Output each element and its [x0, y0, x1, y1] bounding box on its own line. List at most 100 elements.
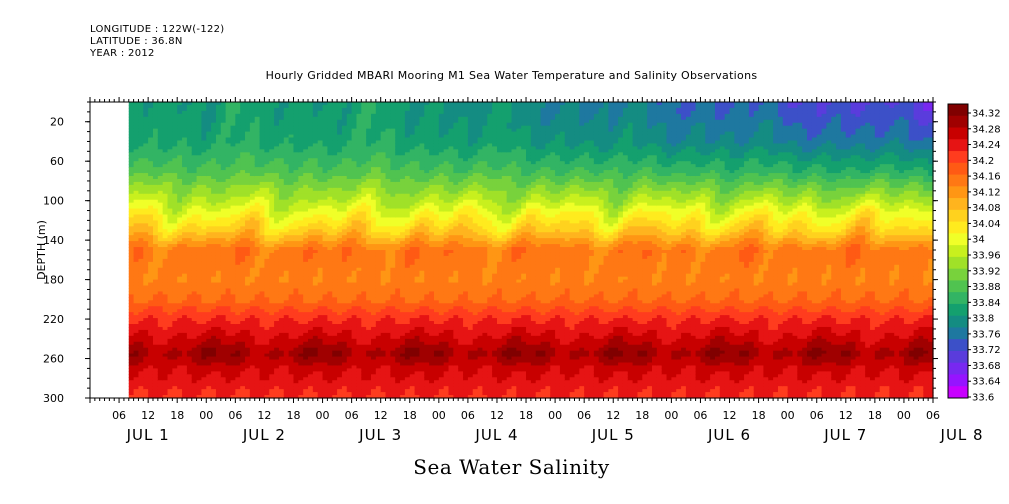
- heatmap-cell: [172, 392, 178, 396]
- heatmap-cell: [152, 113, 159, 118]
- heatmap-cell: [215, 116, 222, 121]
- heatmap-cell: [157, 131, 164, 136]
- heatmap-cell: [220, 282, 227, 287]
- heatmap-cell: [220, 190, 227, 195]
- heatmap-cell: [191, 164, 198, 168]
- heatmap-cell: [172, 190, 178, 195]
- heatmap-cell: [148, 190, 154, 195]
- heatmap-cell: [143, 176, 149, 180]
- heatmap-cell: [220, 338, 227, 343]
- heatmap-cell: [215, 193, 222, 198]
- heatmap-cell: [220, 359, 227, 364]
- heatmap-cell: [162, 389, 169, 393]
- heatmap-cell: [162, 187, 169, 192]
- heatmap-cell: [186, 173, 193, 177]
- heatmap-cell: [167, 181, 173, 186]
- heatmap-cell: [157, 140, 164, 145]
- heatmap-cell: [220, 229, 227, 233]
- heatmap-cell: [211, 137, 217, 142]
- heatmap-cell: [138, 190, 144, 195]
- heatmap-cell: [220, 335, 227, 340]
- heatmap-cell: [211, 250, 217, 254]
- heatmap-cell: [162, 297, 169, 301]
- heatmap-cell: [128, 252, 135, 257]
- heatmap-cell: [201, 335, 207, 340]
- heatmap-cell: [133, 184, 140, 189]
- heatmap-cell: [220, 223, 227, 227]
- heatmap-cell: [206, 178, 212, 183]
- heatmap-cell: [128, 291, 135, 295]
- heatmap-cell: [138, 371, 144, 375]
- heatmap-cell: [128, 386, 135, 390]
- heatmap-cell: [152, 131, 159, 136]
- heatmap-cell: [172, 107, 178, 112]
- heatmap-cell: [162, 125, 169, 130]
- heatmap-cell: [186, 386, 193, 390]
- heatmap-cell: [128, 238, 135, 242]
- heatmap-cell: [143, 164, 149, 168]
- heatmap-cell: [206, 113, 212, 118]
- heatmap-cell: [143, 380, 149, 384]
- heatmap-cell: [206, 102, 212, 106]
- heatmap-cell: [133, 232, 140, 236]
- heatmap-cell: [191, 374, 198, 378]
- heatmap-cell: [148, 312, 154, 316]
- heatmap-cell: [196, 306, 203, 310]
- heatmap-cell: [162, 107, 169, 112]
- heatmap-cell: [201, 167, 207, 171]
- heatmap-cell: [152, 255, 159, 260]
- heatmap-cell: [206, 146, 212, 150]
- heatmap-cell: [138, 250, 144, 254]
- heatmap-cell: [167, 176, 173, 180]
- heatmap-cell: [167, 315, 173, 319]
- heatmap-cell: [215, 297, 222, 301]
- heatmap-cell: [133, 395, 140, 399]
- heatmap-cell: [152, 258, 159, 263]
- heatmap-cell: [211, 229, 217, 233]
- heatmap-cell: [148, 347, 154, 352]
- heatmap-cell: [215, 173, 222, 177]
- heatmap-cell: [211, 113, 217, 118]
- heatmap-cell: [177, 252, 183, 257]
- heatmap-cell: [186, 149, 193, 153]
- heatmap-cell: [148, 184, 154, 189]
- heatmap-cell: [148, 321, 154, 325]
- heatmap-cell: [211, 235, 217, 239]
- heatmap-cell: [157, 161, 164, 165]
- heatmap-cell: [162, 303, 169, 307]
- heatmap-cell: [177, 190, 183, 195]
- heatmap-cell: [133, 285, 140, 290]
- heatmap-cell: [215, 208, 222, 213]
- heatmap-cell: [148, 377, 154, 381]
- heatmap-cell: [148, 291, 154, 295]
- heatmap-cell: [215, 164, 222, 168]
- heatmap-cell: [128, 220, 135, 224]
- heatmap-cell: [157, 232, 164, 236]
- heatmap-cell: [143, 341, 149, 346]
- heatmap-cell: [167, 276, 173, 281]
- heatmap-cell: [186, 170, 193, 174]
- heatmap-cell: [162, 312, 169, 316]
- heatmap-cell: [201, 291, 207, 295]
- heatmap-cell: [177, 315, 183, 319]
- heatmap-cell: [172, 350, 178, 355]
- heatmap-cell: [152, 309, 159, 313]
- heatmap-cell: [148, 137, 154, 142]
- heatmap-cell: [196, 344, 203, 349]
- heatmap-cell: [177, 158, 183, 162]
- heatmap-cell: [196, 362, 203, 367]
- heatmap-cell: [133, 250, 140, 254]
- heatmap-cell: [215, 386, 222, 390]
- heatmap-cell: [201, 318, 207, 322]
- heatmap-cell: [196, 140, 203, 145]
- heatmap-cell: [220, 184, 227, 189]
- heatmap-cell: [167, 350, 173, 355]
- heatmap-cell: [177, 128, 183, 133]
- heatmap-cell: [206, 350, 212, 355]
- heatmap-cell: [191, 285, 198, 290]
- heatmap-cell: [152, 303, 159, 307]
- heatmap-cell: [167, 377, 173, 381]
- heatmap-cell: [138, 193, 144, 198]
- heatmap-cell: [128, 164, 135, 168]
- heatmap-cell: [201, 152, 207, 156]
